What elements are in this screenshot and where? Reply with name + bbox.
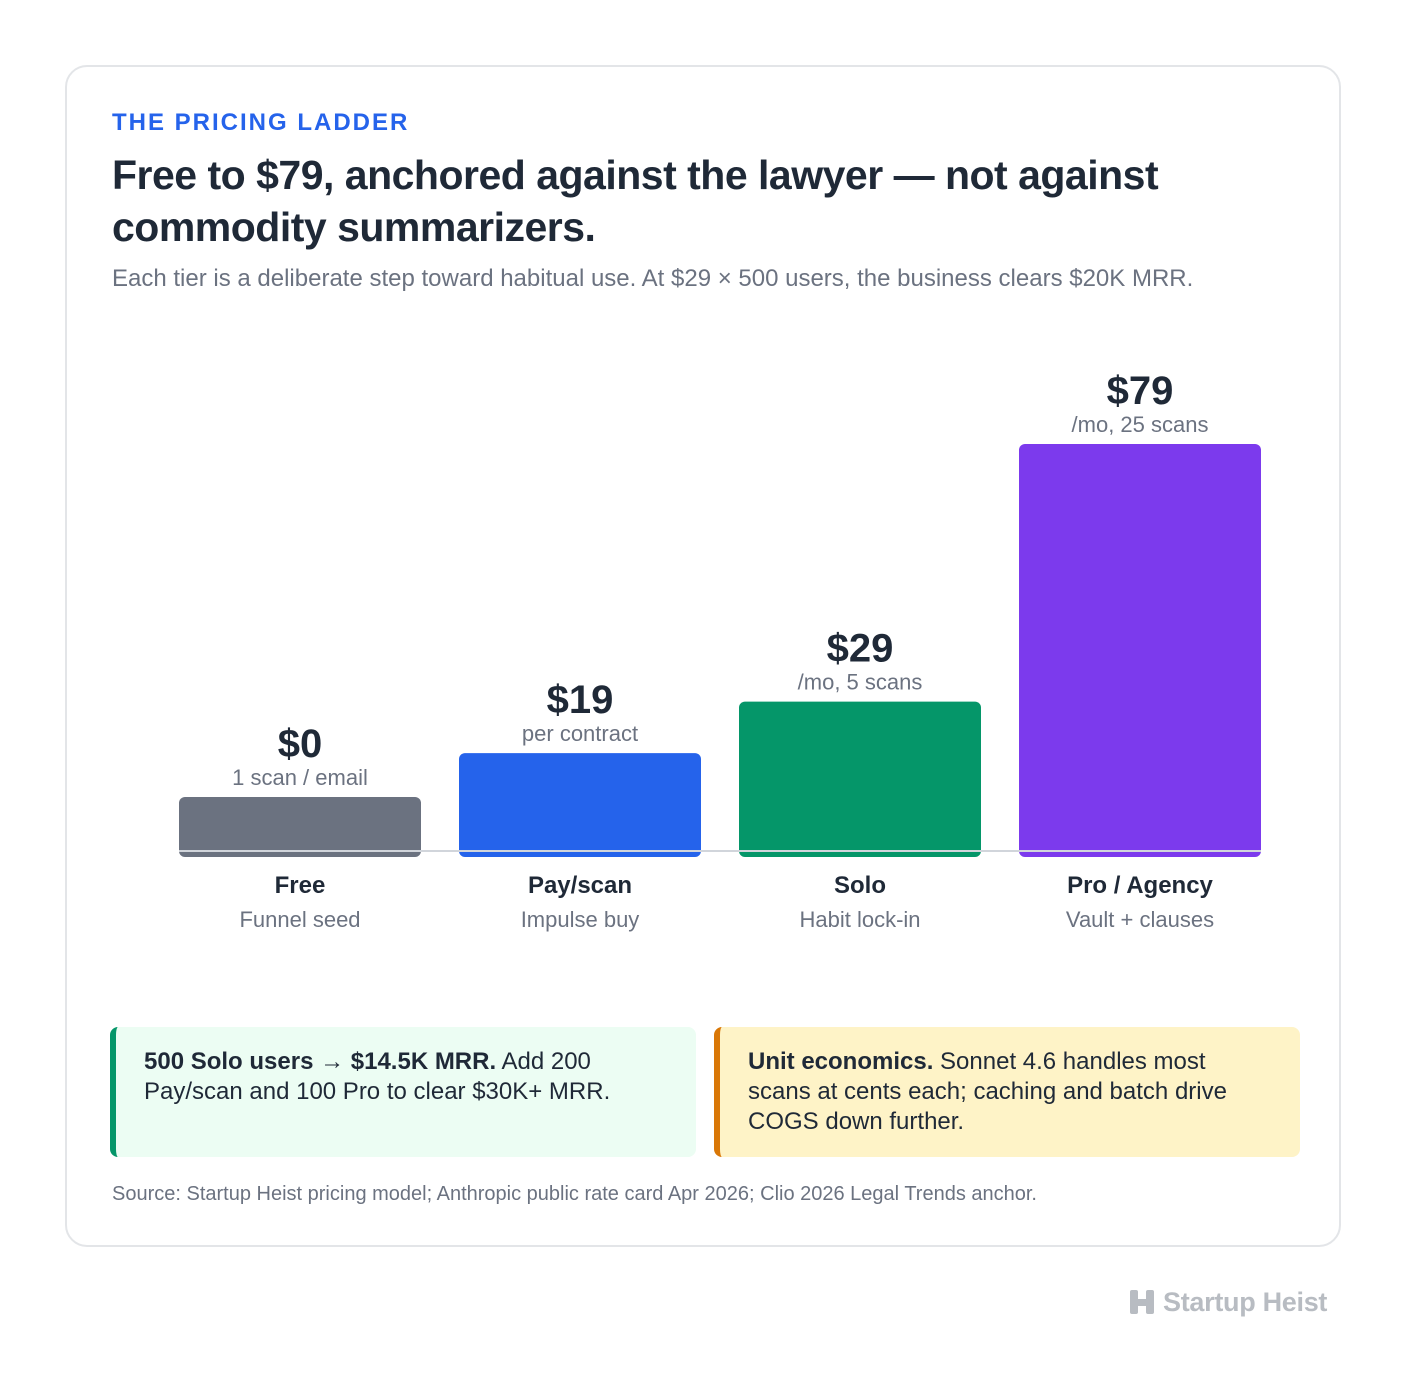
tier-role-pay-scan: Impulse buy xyxy=(521,907,640,932)
bar-free xyxy=(179,797,421,857)
price-label-pay-scan: $19 xyxy=(547,678,614,722)
price-note-free: 1 scan / email xyxy=(232,765,368,790)
source-note: Source: Startup Heist pricing model; Ant… xyxy=(112,1183,1037,1205)
bar-pay-scan xyxy=(459,753,701,857)
bar-pro-agency xyxy=(1019,444,1261,857)
tier-name-free: Free xyxy=(275,872,326,899)
brand-logo-icon xyxy=(1130,1290,1154,1314)
chart-subtitle: Each tier is a deliberate step toward ha… xyxy=(112,265,1194,292)
mrr-callout: 500 Solo users → $14.5K MRR. Add 200 Pay… xyxy=(110,1027,696,1157)
price-note-pay-scan: per contract xyxy=(522,721,638,746)
tier-role-free: Funnel seed xyxy=(239,907,360,932)
unit-economics-callout-bold: Unit economics. xyxy=(748,1048,934,1075)
tier-role-pro-agency: Vault + clauses xyxy=(1066,907,1214,932)
price-label-pro-agency: $79 xyxy=(1107,369,1174,413)
price-note-pro-agency: /mo, 25 scans xyxy=(1072,412,1209,437)
mrr-callout-bold: 500 Solo users → $14.5K MRR. xyxy=(144,1048,497,1075)
chart-title: Free to $79, anchored against the lawyer… xyxy=(112,152,1159,250)
brand-mark: Startup Heist xyxy=(1129,1287,1327,1317)
brand-name: Startup Heist xyxy=(1163,1286,1328,1317)
price-label-free: $0 xyxy=(278,722,323,766)
bar-solo xyxy=(739,701,981,857)
pricing-card: THE PRICING LADDER Free to $79, anchored… xyxy=(65,65,1341,1247)
unit-economics-callout-text: Sonnet 4.6 handles most scans at cents e… xyxy=(748,1048,1227,1135)
eyebrow-label: THE PRICING LADDER xyxy=(112,109,410,136)
tier-role-solo: Habit lock-in xyxy=(799,907,920,932)
mrr-callout-text: Add 200 Pay/scan and 100 Pro to clear $3… xyxy=(144,1048,611,1105)
tier-name-pro-agency: Pro / Agency xyxy=(1067,872,1213,899)
price-label-solo: $29 xyxy=(827,627,894,671)
price-note-solo: /mo, 5 scans xyxy=(798,670,923,695)
tier-name-solo: Solo xyxy=(834,872,886,899)
tier-name-pay-scan: Pay/scan xyxy=(528,872,632,899)
unit-economics-callout: Unit economics. Sonnet 4.6 handles most … xyxy=(714,1027,1300,1157)
